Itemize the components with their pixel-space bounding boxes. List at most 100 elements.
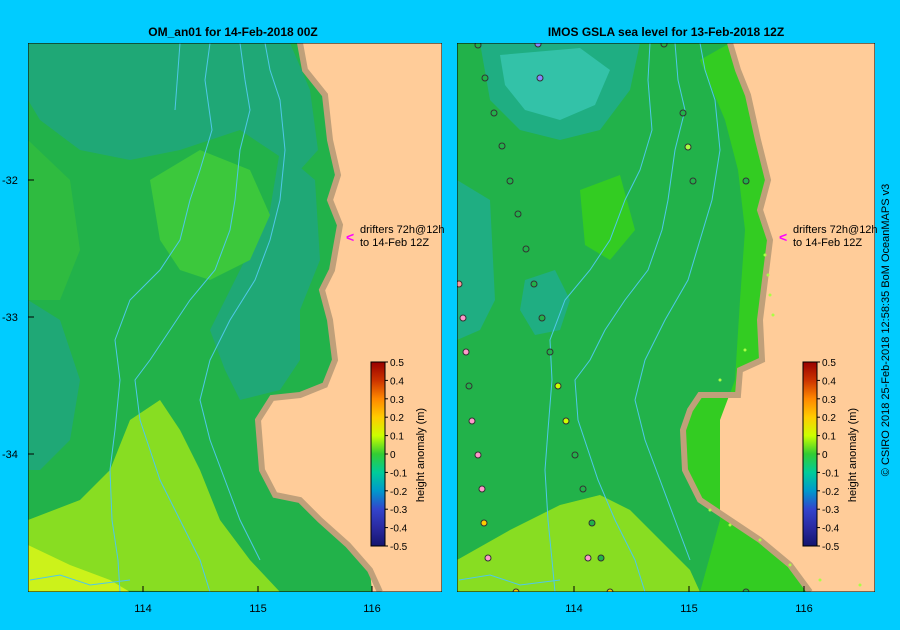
drifter-point [584,554,592,562]
left-colorbar: 0.5 0.4 0.3 0.2 0.1 0 -0.1 -0.2 -0.3 -0.4 -0.5 hei… [370,358,427,553]
drifter-point [579,485,587,493]
drifter-point [546,348,554,356]
colorbar-tick-label: -0.2 [822,487,840,498]
right-drifter-trail [708,253,862,587]
drifter-point [498,142,506,150]
right-drifters-line2: to 14-Feb 12Z [793,237,862,249]
left-panel-title: OM_an01 for 14-Feb-2018 00Z [148,25,317,39]
left-anomaly-green-2 [28,140,80,300]
drifter-point [684,143,692,151]
left-drifter-marker: < [346,229,354,245]
colorbar-tick-label: 0.1 [390,432,404,443]
right-colorbar-label: height anomaly (m) [847,408,859,502]
colorbar-tick-label: -0.3 [822,505,840,516]
colorbar-tick-label: 0.5 [390,358,404,369]
x-tick-label: 116 [363,603,381,615]
left-map [28,43,442,592]
drifter-point [742,177,750,185]
x-tick-label: 114 [134,603,152,615]
left-drifters-line2: to 14-Feb 12Z [360,237,429,249]
y-tick-label: -33 [2,312,18,324]
left-coastline [254,43,383,592]
left-anomaly-yellow [28,545,130,592]
drifter-point [534,43,542,48]
right-anomaly-green [683,43,810,592]
y-tick-label: -34 [2,449,18,461]
drifter-point [679,109,687,117]
x-tick-label: 116 [795,603,813,615]
drifter-point [457,280,463,288]
drifter-point [588,519,596,527]
drifter-point [474,451,482,459]
drifter-point [554,382,562,390]
drifter-point [660,43,668,48]
drifter-point [562,417,570,425]
drifter-point [530,280,538,288]
left-bathymetry [29,43,286,592]
drifter-point [478,485,486,493]
right-x-axis: 114 115 116 [565,586,813,615]
drifter-point [514,210,522,218]
drifter-point [506,177,514,185]
credit-text: © CSIRO 2018 25-Feb-2018 12:58:35 BoM Oc… [880,184,892,476]
drifter-point [742,588,750,592]
y-tick-label: -32 [2,175,18,187]
right-anomaly-teal-2 [457,180,495,340]
right-ocean [457,43,810,592]
colorbar-tick-label: -0.4 [822,524,840,535]
right-anomaly-yellowgreen [457,495,700,592]
right-drifters-line1: drifters 72h@12h [793,224,878,236]
right-coastline [679,43,813,592]
colorbar-tick-label: 0 [390,450,396,461]
colorbar-tick-label: -0.1 [390,468,408,479]
drifter-point [474,43,482,49]
drifter-point [490,109,498,117]
drifter-point [606,588,614,592]
left-colorbar-label: height anomaly (m) [415,408,427,502]
drifter-point [462,348,470,356]
drifter-point [689,177,697,185]
drifter-point [536,74,544,82]
left-anomaly-teal-3 [28,300,80,470]
colorbar-tick-label: 0.2 [822,413,836,424]
colorbar-tick-label: -0.5 [822,542,840,553]
x-tick-label: 115 [680,603,698,615]
drifter-point [459,314,467,322]
left-x-axis: 114 115 116 [134,586,381,615]
colorbar-tick-label: 0 [822,450,828,461]
colorbar-tick-label: 0.3 [822,395,836,406]
right-drifter-marker: < [779,229,787,245]
colorbar-tick-label: -0.4 [390,524,408,535]
left-anomaly-green [150,150,270,280]
colorbar-tick-label: 0.4 [390,376,404,387]
right-panel-title: IMOS GSLA sea level for 13-Feb-2018 12Z [548,25,784,39]
left-anomaly-teal-2 [210,150,320,400]
colorbar-tick-label: -0.5 [390,542,408,553]
colorbar-tick-label: 0.5 [822,358,836,369]
drifter-point [512,588,520,592]
left-colorbar-scale [370,361,386,547]
drifter-point [465,382,473,390]
x-tick-label: 115 [249,603,267,615]
right-colorbar: 0.5 0.4 0.3 0.2 0.1 0 -0.1 -0.2 -0.3 -0.4 -0.5 hei… [802,358,859,553]
drifter-point [522,245,530,253]
colorbar-tick-label: 0.2 [390,413,404,424]
drifter-point [484,554,492,562]
colorbar-tick-label: -0.2 [390,487,408,498]
colorbar-tick-label: -0.1 [822,468,840,479]
right-drifters [457,43,750,592]
colorbar-tick-label: 0.3 [390,395,404,406]
colorbar-tick-label: 0.1 [822,432,836,443]
right-bathymetry [458,43,721,592]
right-colorbar-scale [802,361,818,547]
right-anomaly-teal-core [500,48,610,120]
left-drifters-line1: drifters 72h@12h [360,224,445,236]
left-anomaly-teal [28,43,318,170]
left-y-axis: -32 -33 -34 [2,175,34,461]
x-tick-label: 114 [565,603,583,615]
left-anomaly-yellowgreen [28,400,280,592]
right-anomaly-green-2 [580,175,635,260]
drifter-point [538,314,546,322]
drifter-point [480,519,488,527]
